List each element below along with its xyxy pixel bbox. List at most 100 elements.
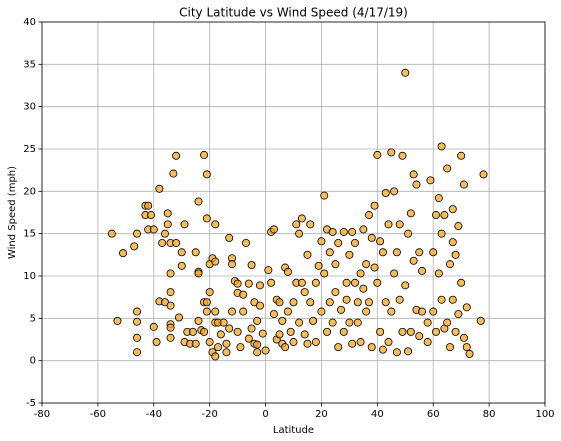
point <box>359 284 368 293</box>
points <box>107 68 488 361</box>
point <box>163 209 172 218</box>
point <box>348 227 357 236</box>
point <box>418 266 427 275</box>
point <box>359 225 368 234</box>
point <box>292 220 301 229</box>
point <box>200 150 209 159</box>
point <box>211 257 220 266</box>
point <box>222 339 231 348</box>
point <box>395 295 404 304</box>
point <box>362 307 371 316</box>
point <box>432 211 441 220</box>
point <box>275 330 284 339</box>
point <box>107 229 116 238</box>
point <box>119 249 128 258</box>
point <box>211 307 220 316</box>
point <box>130 242 139 251</box>
point <box>239 307 248 316</box>
point <box>350 278 359 287</box>
y-tick-label: -5 <box>26 398 36 409</box>
point <box>253 340 262 349</box>
point <box>348 339 357 348</box>
point <box>378 248 387 257</box>
plot-frame <box>41 21 546 404</box>
point <box>205 338 214 347</box>
point <box>373 150 382 159</box>
point <box>443 164 452 173</box>
point <box>225 324 234 333</box>
point <box>247 324 256 333</box>
point <box>258 329 267 338</box>
point <box>320 269 329 278</box>
point <box>233 327 242 336</box>
point <box>387 148 396 157</box>
point <box>395 220 404 229</box>
y-tick-label: 15 <box>23 229 36 240</box>
point <box>415 332 424 341</box>
point <box>269 310 278 319</box>
point <box>334 343 343 352</box>
point <box>253 316 262 325</box>
point <box>339 227 348 236</box>
x-tick-label: 100 <box>535 409 554 420</box>
point <box>320 191 329 200</box>
point <box>334 238 343 247</box>
point <box>342 295 351 304</box>
point <box>174 313 183 322</box>
point <box>454 310 463 319</box>
point <box>350 238 359 247</box>
point <box>437 142 446 151</box>
point <box>225 233 234 242</box>
point <box>345 318 354 327</box>
point <box>289 338 298 347</box>
point <box>409 170 418 179</box>
point <box>406 209 415 218</box>
point <box>398 151 407 160</box>
point <box>426 176 435 185</box>
point <box>445 343 454 352</box>
point <box>289 298 298 307</box>
point <box>216 330 225 339</box>
y-tick-label: 25 <box>23 144 36 155</box>
point <box>152 338 161 347</box>
x-tick-label: 80 <box>483 409 496 420</box>
point <box>191 248 200 257</box>
point <box>166 323 175 332</box>
point <box>392 248 401 257</box>
point <box>133 333 142 342</box>
point <box>202 298 211 307</box>
point <box>205 288 214 297</box>
point <box>451 250 460 259</box>
point <box>432 327 441 336</box>
point <box>476 316 485 325</box>
point <box>457 278 466 287</box>
point <box>364 211 373 220</box>
point <box>384 220 393 229</box>
y-tick-label: 0 <box>30 356 36 367</box>
point <box>356 338 365 347</box>
point <box>404 229 413 238</box>
point <box>177 261 186 270</box>
x-tick-label: -20 <box>201 409 217 420</box>
point <box>261 346 270 355</box>
point <box>300 288 309 297</box>
point <box>451 327 460 336</box>
point <box>202 170 211 179</box>
point <box>133 348 142 357</box>
point <box>337 305 346 314</box>
point <box>255 301 264 310</box>
point <box>423 318 432 327</box>
point <box>370 201 379 210</box>
point <box>390 269 399 278</box>
point <box>303 339 312 348</box>
point <box>323 327 332 336</box>
point <box>267 278 276 287</box>
point <box>149 225 158 234</box>
point <box>328 318 337 327</box>
point <box>367 343 376 352</box>
point <box>353 298 362 307</box>
point <box>194 316 203 325</box>
point <box>373 278 382 287</box>
